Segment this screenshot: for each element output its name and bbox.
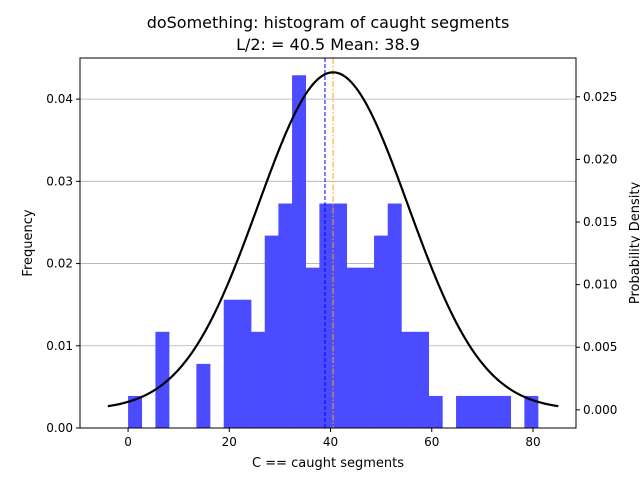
histogram-bar [333,203,348,428]
histogram-bar [374,235,389,428]
histogram-bar [292,75,307,429]
y-axis-label-left: Frequency [21,209,36,276]
x-axis-label: C == caught segments [252,456,404,471]
y-right-tick-label: 0.000 [583,403,617,417]
y-right-tick-label: 0.005 [583,340,617,354]
histogram-bar [387,203,402,428]
density-curve [107,71,559,408]
histogram-bar [524,395,539,428]
histogram-bar [497,395,512,428]
histogram-bar [401,331,416,428]
y-axis-label-right: Probability Density [628,182,640,305]
density-curve-group [107,71,559,408]
histogram-bar [237,299,252,428]
y-axis-ticks-right: 0.000 0.005 0.010 0.015 0.020 0.025 [576,90,617,417]
histogram-bar [155,331,170,428]
x-tick-label: 60 [424,435,439,449]
y-right-tick-label: 0.010 [583,278,617,292]
histogram-bar [319,203,334,428]
histogram-bar [196,363,211,428]
histogram-bar [469,395,484,428]
histogram-bar [415,331,430,428]
x-tick-label: 20 [222,435,237,449]
histogram-bar [456,395,471,428]
histogram-bar [223,299,238,428]
reference-lines [324,58,334,428]
histogram-bar [483,395,498,428]
y-tick-label: 0.02 [46,257,73,271]
histogram-bar [251,331,266,428]
histogram-bar [128,395,143,428]
y-right-tick-label: 0.015 [583,215,617,229]
y-tick-label: 0.01 [46,339,73,353]
chart-title-line2: L/2: = 40.5 Mean: 38.9 [236,35,420,54]
histogram-bar [264,235,279,428]
histogram-bars [128,75,539,429]
y-tick-label: 0.00 [46,421,73,435]
chart-title-line1: doSomething: histogram of caught segment… [147,13,510,32]
plot-frame [79,57,577,429]
x-tick-label: 40 [323,435,338,449]
y-tick-label: 0.03 [46,174,73,188]
y-right-tick-label: 0.025 [583,90,617,104]
y-tick-label: 0.04 [46,92,73,106]
histogram-bar [346,267,361,428]
histogram-bar [428,395,443,428]
y-axis-ticks-left: 0.00 0.01 0.02 0.03 0.04 [46,92,80,435]
x-tick-label: 0 [124,435,132,449]
x-axis-ticks: 0 20 40 60 80 [124,428,541,449]
histogram-bar [305,267,320,428]
histogram-bar [278,203,293,428]
x-tick-label: 80 [525,435,540,449]
histogram-bar [360,267,375,428]
y-right-tick-label: 0.020 [583,152,617,166]
